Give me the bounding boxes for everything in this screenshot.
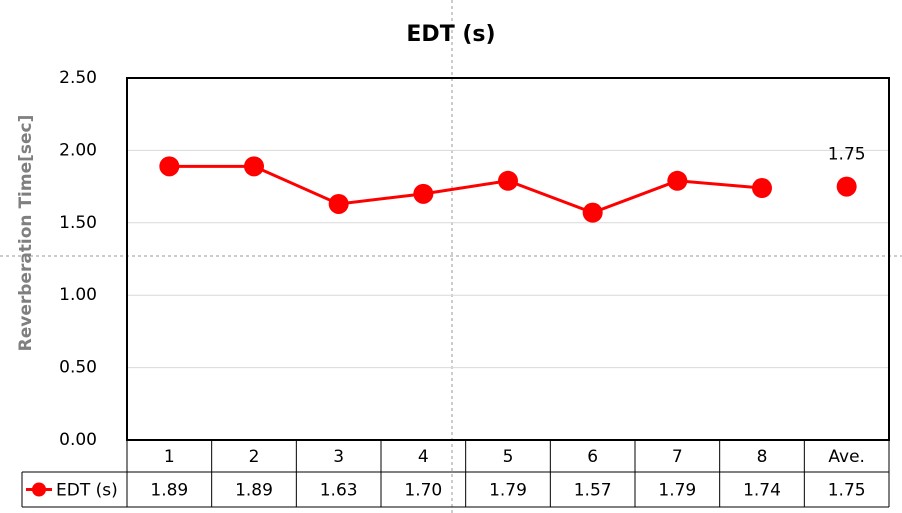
- average-point: [836, 176, 857, 197]
- x-tick-label: 7: [672, 447, 683, 467]
- legend-label: EDT (s): [56, 481, 118, 501]
- table-value: 1.63: [320, 481, 358, 501]
- y-tick-label: 1.50: [59, 213, 97, 233]
- y-tick-label: 2.00: [59, 140, 97, 160]
- point: [498, 170, 518, 191]
- x-tick-label: 8: [757, 447, 768, 467]
- x-tick-label: 5: [503, 447, 514, 467]
- point: [244, 156, 264, 177]
- point: [328, 193, 349, 214]
- y-tick-label: 1.00: [59, 285, 97, 305]
- series-line: [169, 164, 763, 215]
- table-value: 1.79: [489, 481, 527, 501]
- plot-frame: [126, 77, 890, 441]
- x-tick-label: 1: [164, 447, 175, 467]
- x-tick-label: 2: [249, 447, 260, 467]
- point: [582, 202, 603, 223]
- table-value: 1.79: [658, 481, 696, 501]
- y-tick-label: 0.00: [59, 430, 97, 450]
- table-value: 1.57: [574, 481, 612, 501]
- point: [752, 178, 772, 199]
- legend-marker: [32, 482, 46, 497]
- x-tick-label: Ave.: [828, 447, 865, 467]
- point: [413, 183, 434, 204]
- y-tick-label: 2.50: [59, 68, 97, 88]
- table-value: 1.75: [828, 481, 866, 501]
- x-tick-label: 3: [333, 447, 344, 467]
- table-value: 1.89: [235, 481, 273, 501]
- table-value: 1.89: [150, 481, 188, 501]
- chart-title: EDT (s): [406, 22, 495, 47]
- x-tick-label: 4: [418, 447, 429, 467]
- table-value: 1.74: [743, 481, 781, 501]
- data-label: 1.75: [828, 145, 866, 165]
- y-axis-title: Reverberation Time[sec]: [16, 115, 36, 352]
- x-tick-label: 6: [587, 447, 598, 467]
- point: [667, 170, 688, 191]
- y-tick-label: 0.50: [59, 358, 97, 378]
- point: [159, 156, 180, 177]
- table-value: 1.70: [404, 481, 442, 501]
